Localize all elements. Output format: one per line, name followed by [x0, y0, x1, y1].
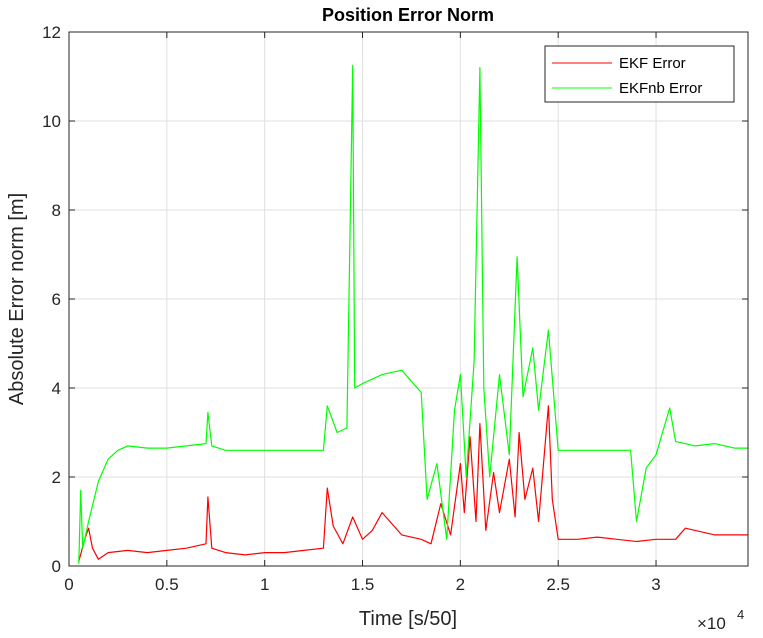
chart-title: Position Error Norm [322, 5, 494, 25]
x-axis-label: Time [s/50] [359, 608, 457, 630]
x-tick-label: 1 [260, 575, 269, 594]
y-tick-label: 6 [52, 290, 61, 309]
x-tick-label: 1.5 [351, 575, 375, 594]
series-layer [78, 64, 748, 564]
x-tick-label: 0.5 [155, 575, 179, 594]
y-tick-label: 12 [42, 23, 61, 42]
x-exponent-base: ×10 [697, 614, 726, 633]
legend: EKF Error EKFnb Error [544, 45, 735, 103]
legend-box [544, 45, 735, 103]
x-exponent: ×10 4 [697, 607, 744, 633]
y-tick-label: 10 [42, 112, 61, 131]
y-tick-label: 2 [52, 468, 61, 487]
x-tick-label: 2.5 [546, 575, 570, 594]
ticks: 0 0.5 1 1.5 2 2.5 3 0 2 4 6 8 10 12 [42, 23, 748, 594]
x-exponent-power: 4 [737, 607, 744, 622]
x-tick-label: 0 [64, 575, 73, 594]
y-tick-label: 4 [52, 379, 61, 398]
y-tick-label: 8 [52, 201, 61, 220]
series-line-ekfnb [78, 64, 748, 564]
x-tick-label: 2 [456, 575, 465, 594]
legend-label-ekfnb: EKFnb Error [619, 80, 702, 97]
y-axis-label: Absolute Error norm [m] [6, 193, 28, 405]
y-tick-label: 0 [52, 557, 61, 576]
x-tick-label: 3 [651, 575, 660, 594]
series-line-ekf [78, 405, 748, 562]
legend-label-ekf: EKF Error [619, 55, 686, 72]
